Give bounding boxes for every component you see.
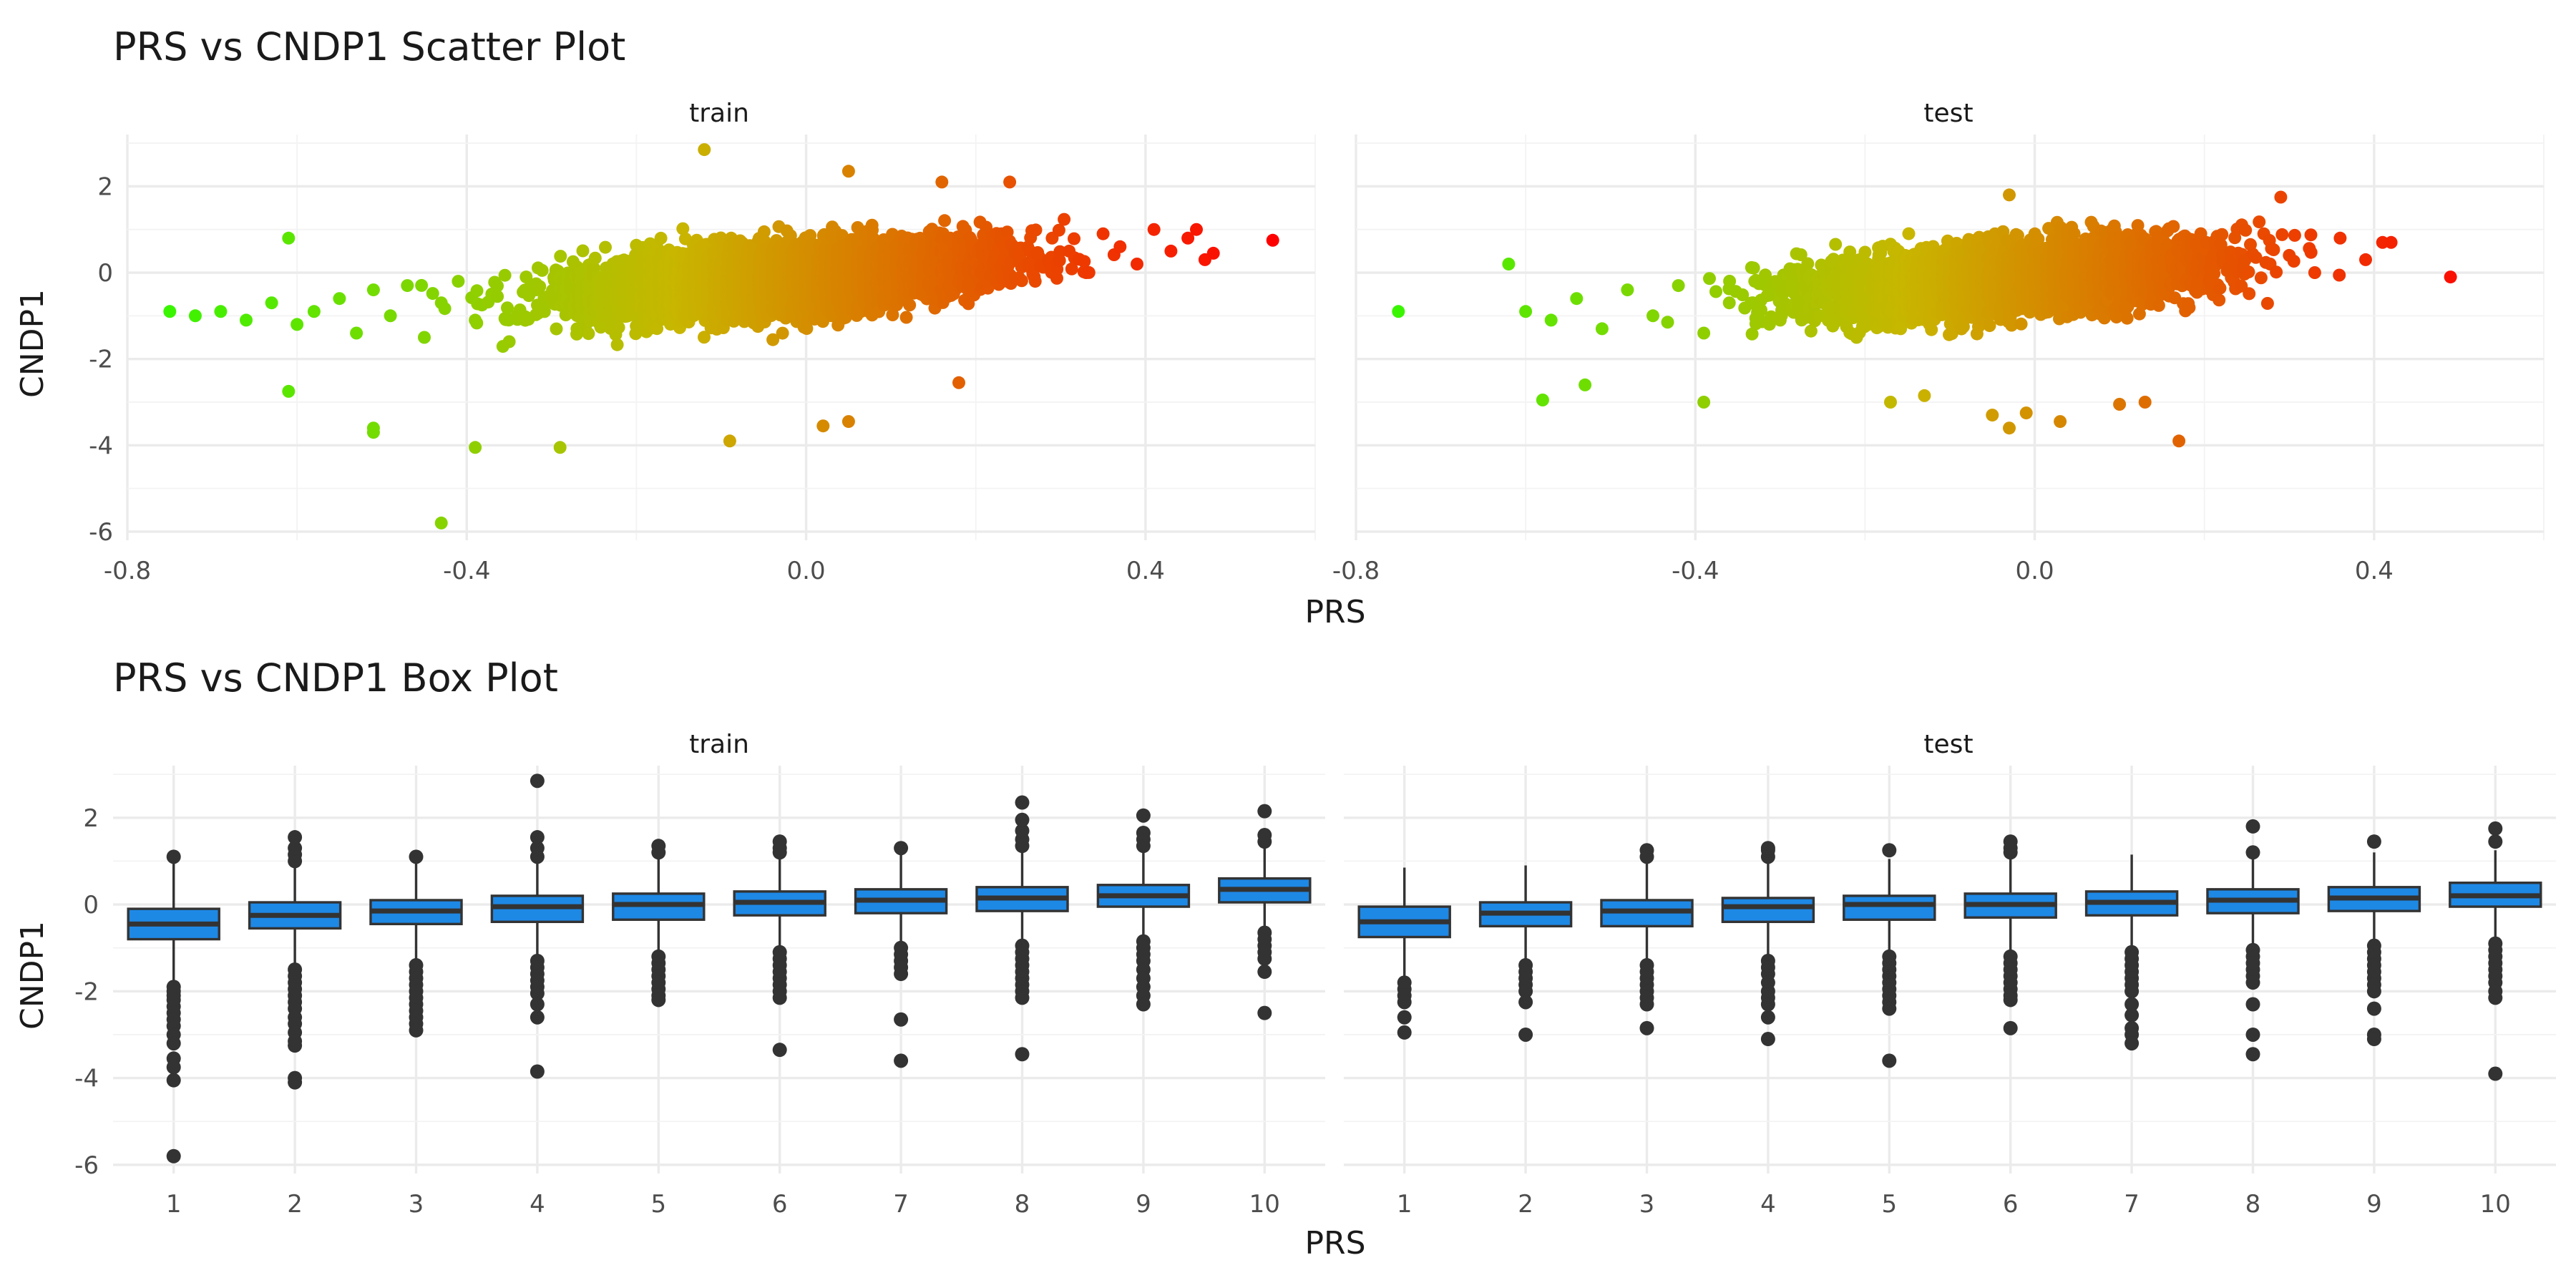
scatter-point — [676, 222, 690, 235]
scatter-point — [698, 143, 711, 157]
scatter-point — [366, 426, 380, 439]
scatter-point — [452, 275, 465, 288]
scatter-point — [438, 302, 452, 316]
scatter-point — [723, 434, 736, 448]
scatter-point — [401, 279, 414, 293]
scatter-point — [935, 175, 949, 189]
scatter-panel-train: -0.8 -0.4 0.0 0.4 -6 -4 -2 0 2 — [89, 135, 1316, 585]
scatter-point — [698, 331, 711, 344]
scatter-point — [188, 309, 202, 323]
scatter-point — [282, 231, 296, 245]
scatter-point — [582, 327, 595, 341]
scatter-point — [553, 441, 567, 454]
scatter-point — [537, 305, 551, 318]
scatter-facet-label-train: train — [689, 99, 749, 128]
scatter-point — [816, 419, 830, 433]
scatter-point — [610, 338, 624, 351]
scatter-y-tick-label: 2 — [97, 172, 113, 201]
scatter-point — [612, 321, 625, 334]
scatter-point — [501, 301, 514, 315]
scatter-point — [654, 231, 668, 245]
scatter-point — [535, 263, 549, 277]
scatter-point — [491, 279, 504, 293]
scatter-point — [470, 284, 484, 298]
scatter-point — [418, 331, 431, 344]
scatter-point — [333, 292, 346, 306]
scatter-y-tick-label: -4 — [89, 431, 113, 460]
scatter-point — [163, 305, 177, 318]
scatter-point — [776, 326, 789, 340]
scatter-point — [498, 268, 512, 282]
scatter-y-tick-label: 0 — [97, 259, 113, 288]
scatter-point — [469, 441, 482, 454]
scatter-point — [903, 298, 917, 312]
scatter-point — [265, 296, 278, 310]
scatter-point — [470, 316, 484, 330]
scatter-point — [282, 384, 296, 398]
scatter-x-tick-label: 0.0 — [787, 557, 826, 585]
scatter-point — [384, 309, 397, 323]
scatter-point — [214, 305, 228, 318]
scatter-point — [415, 278, 429, 292]
scatter-point — [426, 287, 439, 301]
scatter-point — [841, 165, 855, 178]
scatter-point — [350, 326, 364, 340]
scatter-x-tick-label: -0.8 — [104, 557, 151, 585]
scatter-point — [899, 311, 913, 324]
scatter-point — [240, 313, 253, 327]
scatter-facet-label-test: test — [1923, 99, 1973, 128]
scatter-point — [588, 251, 602, 265]
scatter-x-tick-label: 0.4 — [1126, 557, 1165, 585]
scatter-point — [291, 318, 304, 331]
scatter-point — [576, 244, 590, 258]
scatter-point — [502, 335, 516, 348]
scatter-point — [594, 321, 608, 334]
scatter-point — [599, 240, 612, 254]
scatter-point — [434, 516, 448, 530]
scatter-point — [366, 283, 380, 297]
scatter-point — [554, 250, 567, 263]
scatter-y-tick-label: -2 — [89, 346, 113, 374]
scatter-point — [841, 415, 855, 429]
scatter-point — [307, 305, 321, 318]
scatter-point — [550, 322, 563, 336]
scatter-chart-title: PRS vs CNDP1 Scatter Plot — [113, 24, 625, 69]
scatter-y-tick-label: -6 — [89, 518, 113, 547]
scatter-point — [533, 280, 547, 293]
scatter-x-tick-label: -0.4 — [443, 557, 490, 585]
scatter-point — [491, 290, 504, 303]
scatter-chart: PRS vs CNDP1 Scatter Plot train test -0.… — [14, 24, 2545, 630]
